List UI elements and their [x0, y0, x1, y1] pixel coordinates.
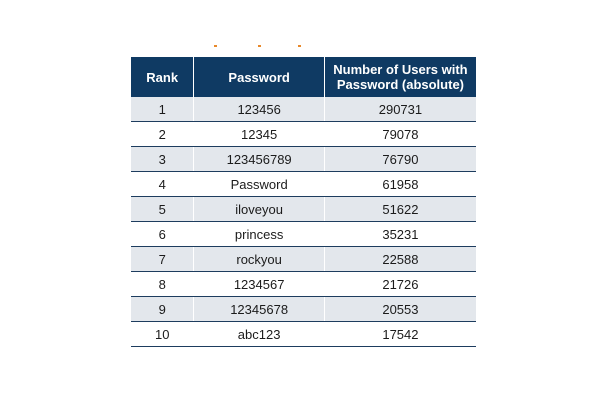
users-cell: 79078 — [324, 121, 476, 147]
users-cell: 20553 — [324, 296, 476, 322]
users-cell: 35231 — [324, 221, 476, 247]
rank-cell: 6 — [131, 221, 195, 247]
table-row: 6 princess 35231 — [131, 221, 476, 247]
password-cell: 123456 — [193, 97, 325, 122]
users-cell: 51622 — [324, 196, 476, 222]
header-rank: Rank — [131, 57, 195, 97]
users-cell: 61958 — [324, 171, 476, 197]
users-cell: 290731 — [324, 97, 476, 122]
password-cell: 123456789 — [193, 146, 325, 172]
rank-cell: 4 — [131, 171, 195, 197]
header-password: Password — [193, 57, 325, 97]
password-cell: iloveyou — [193, 196, 325, 222]
password-cell: 1234567 — [193, 271, 325, 297]
password-cell: abc123 — [193, 321, 325, 347]
rank-cell: 7 — [131, 246, 195, 272]
header-row: Rank Password Number of Users with Passw… — [131, 57, 476, 97]
password-cell: princess — [193, 221, 325, 247]
rank-cell: 5 — [131, 196, 195, 222]
password-cell: 12345678 — [193, 296, 325, 322]
rank-cell: 2 — [131, 121, 195, 147]
password-cell: rockyou — [193, 246, 325, 272]
users-cell: 21726 — [324, 271, 476, 297]
table-header: Rank Password Number of Users with Passw… — [131, 57, 476, 97]
table-row: 5 iloveyou 51622 — [131, 196, 476, 222]
table-row: 1 123456 290731 — [131, 97, 476, 122]
users-cell: 22588 — [324, 246, 476, 272]
rank-cell: 9 — [131, 296, 195, 322]
table-row: 4 Password 61958 — [131, 171, 476, 197]
table-row: 8 1234567 21726 — [131, 271, 476, 297]
password-table: Rank Password Number of Users with Passw… — [131, 57, 476, 347]
table-row: 9 12345678 20553 — [131, 296, 476, 322]
table-row: 10 abc123 17542 — [131, 321, 476, 347]
rank-cell: 3 — [131, 146, 195, 172]
password-cell: Password — [193, 171, 325, 197]
rank-cell: 1 — [131, 97, 195, 122]
rank-cell: 10 — [131, 321, 195, 347]
users-cell: 76790 — [324, 146, 476, 172]
table-row: 3 123456789 76790 — [131, 146, 476, 172]
table-row: 7 rockyou 22588 — [131, 246, 476, 272]
table-row: 2 12345 79078 — [131, 121, 476, 147]
users-cell: 17542 — [324, 321, 476, 347]
header-users: Number of Users with Password (absolute) — [324, 57, 476, 97]
decorative-marks — [214, 45, 304, 49]
table-body: 1 123456 290731 2 12345 79078 3 12345678… — [131, 97, 476, 347]
password-cell: 12345 — [193, 121, 325, 147]
rank-cell: 8 — [131, 271, 195, 297]
